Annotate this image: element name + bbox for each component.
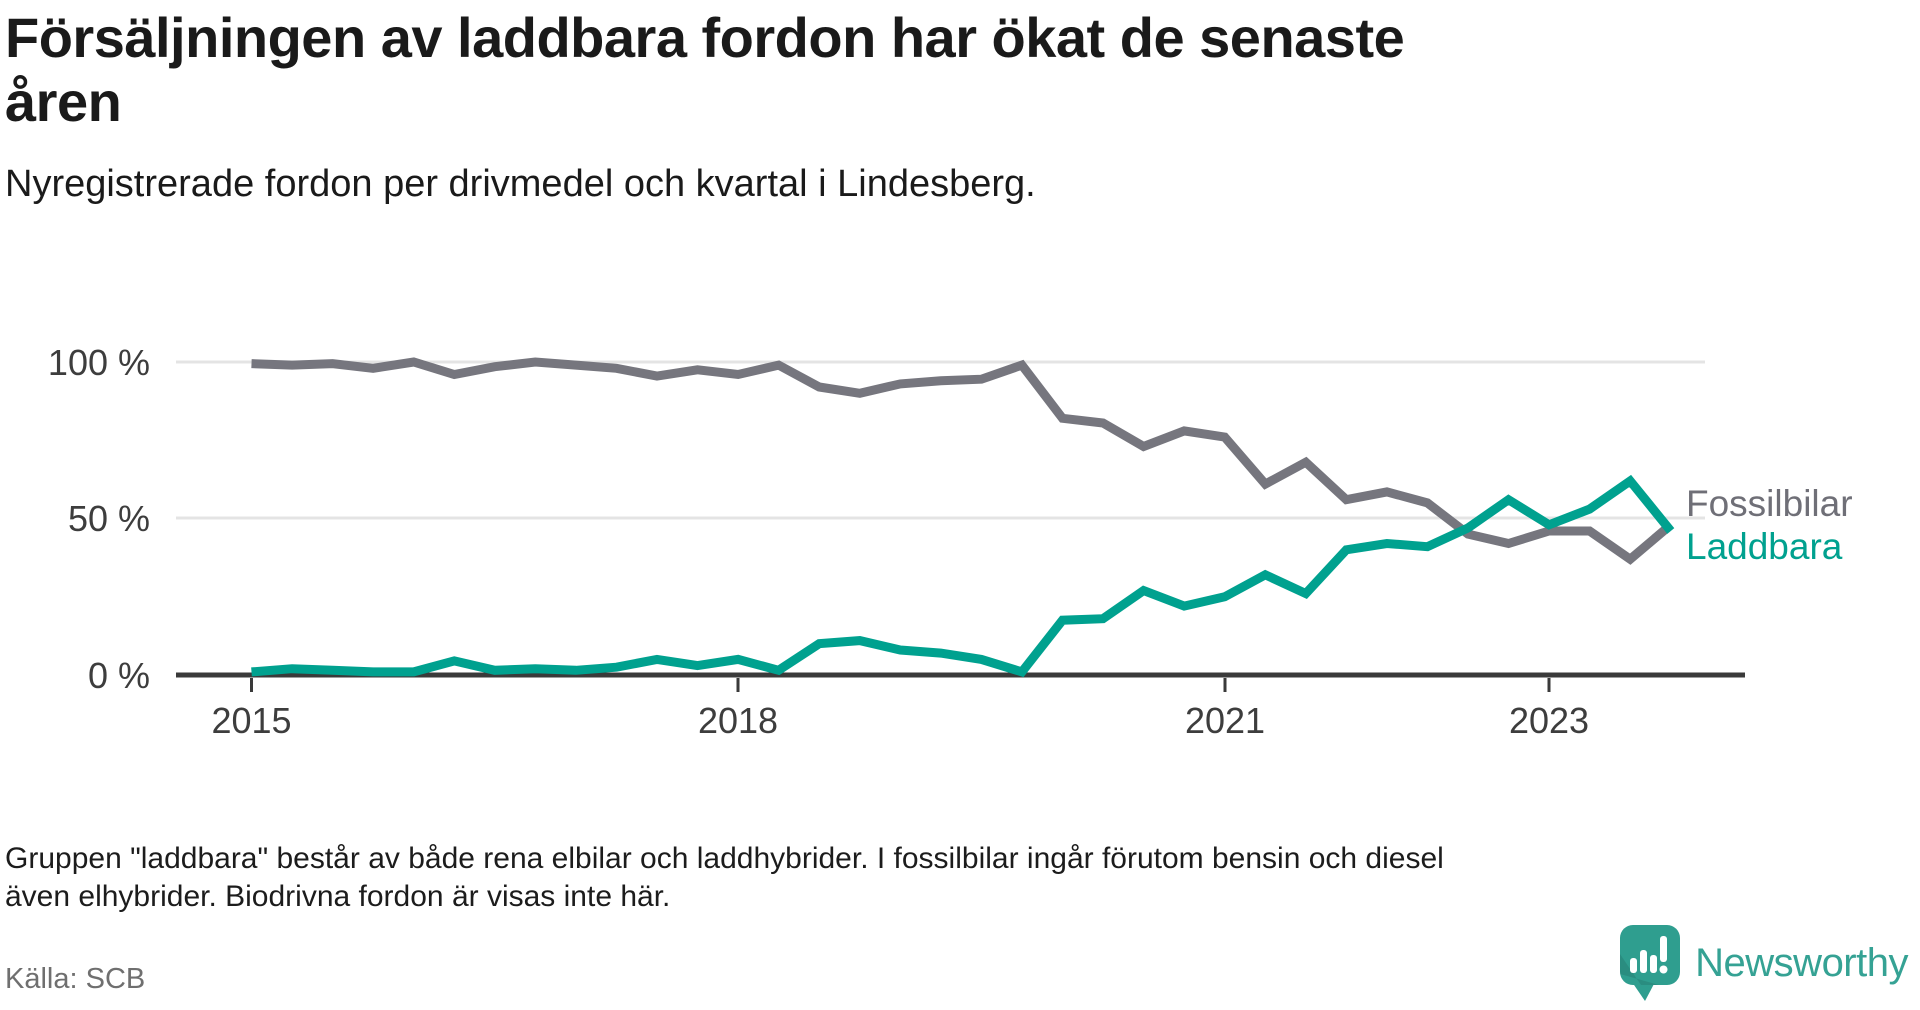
y-axis-label-50: 50 % <box>68 498 150 539</box>
x-tick-label-2015: 2015 <box>211 700 291 741</box>
page-title: Försäljningen av laddbara fordon har öka… <box>5 6 1405 134</box>
newsworthy-logo-icon <box>1619 924 1681 1002</box>
series-line-fossilbilar <box>251 357 1674 565</box>
chart-subtitle: Nyregistrerade fordon per drivmedel och … <box>5 163 1036 205</box>
y-axis-label-0: 0 % <box>88 655 150 696</box>
x-tick-label-2018: 2018 <box>698 700 778 741</box>
legend-label-fossilbilar: Fossilbilar <box>1686 483 1853 524</box>
source-label: Källa: SCB <box>5 963 146 995</box>
y-axis-label-100: 100 % <box>48 342 150 383</box>
legend-label-laddbara: Laddbara <box>1686 526 1843 567</box>
series-line-laddbara <box>251 474 1675 678</box>
x-tick-label-2021: 2021 <box>1185 700 1265 741</box>
footnote: Gruppen "laddbara" består av både rena e… <box>5 842 1444 914</box>
newsworthy-brand: Newsworthy <box>1619 924 1908 1002</box>
newsworthy-wordmark: Newsworthy <box>1695 940 1908 985</box>
x-tick-label-2023: 2023 <box>1509 700 1589 741</box>
